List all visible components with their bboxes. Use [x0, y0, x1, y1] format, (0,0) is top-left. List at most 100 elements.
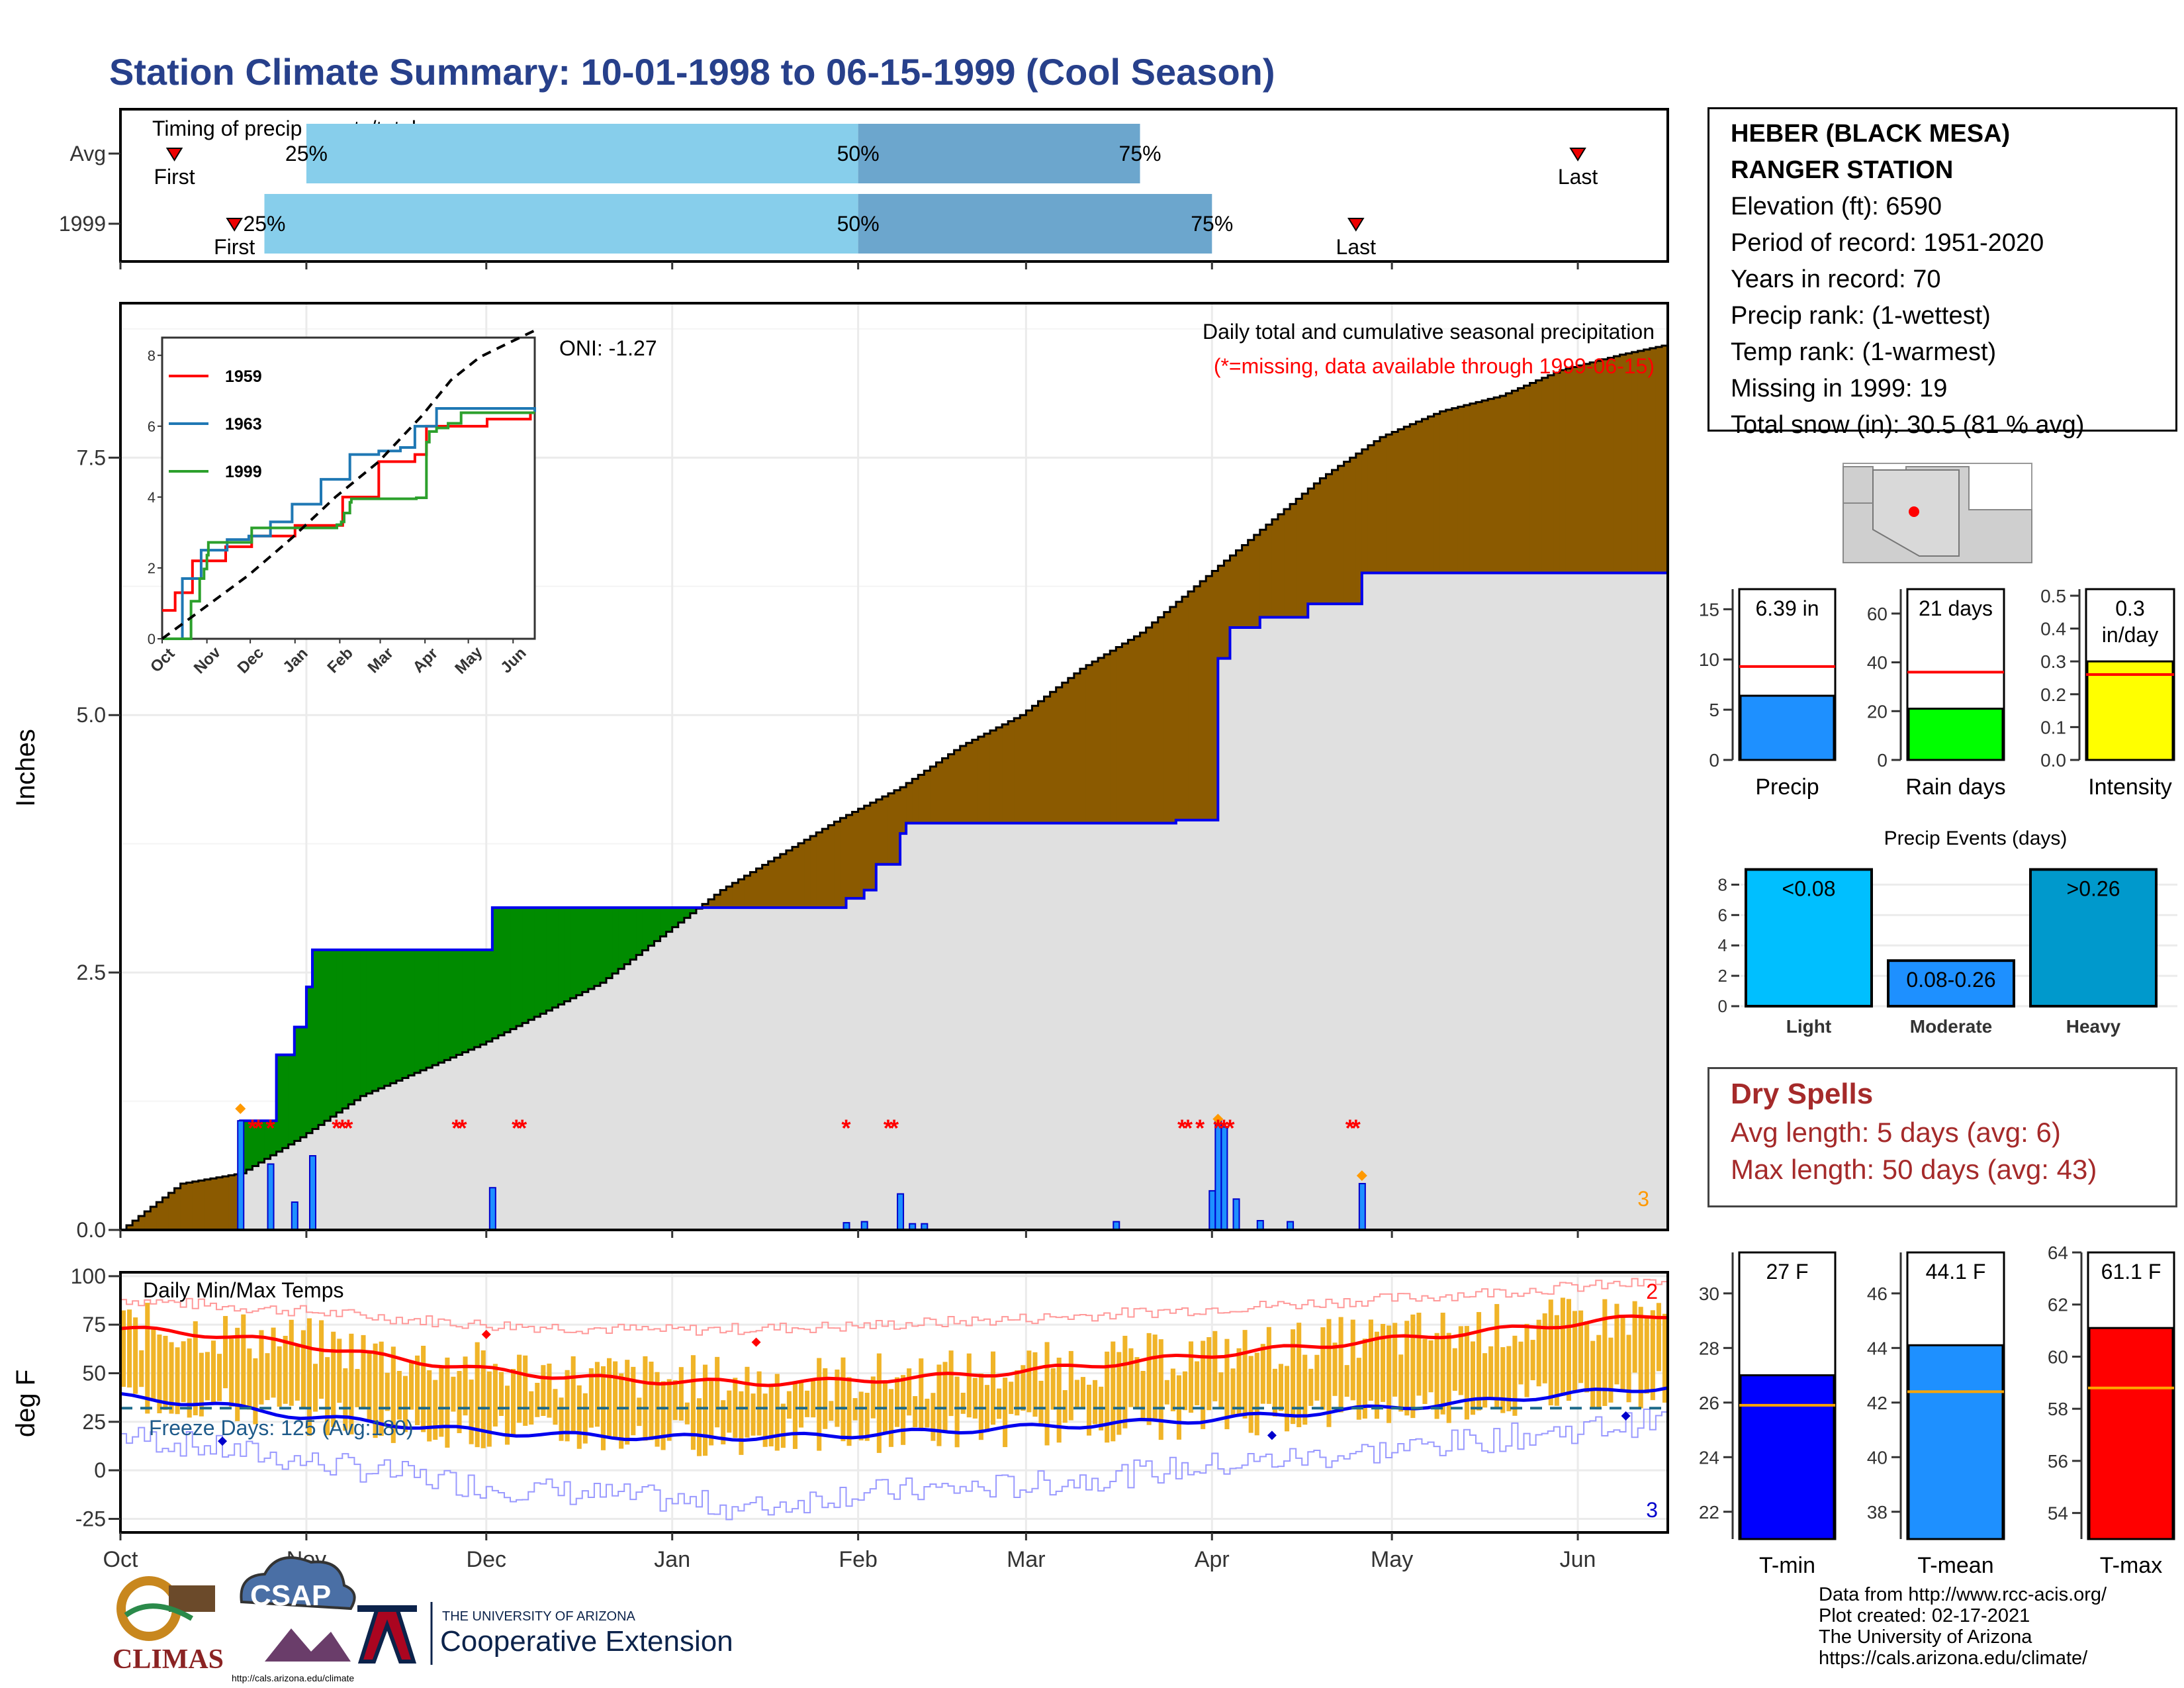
timing-p25-label: 25% [285, 142, 328, 165]
temp-title: Daily Min/Max Temps [143, 1278, 343, 1302]
precip-deficit-fill [1524, 385, 1531, 573]
precip-deficit-fill [996, 727, 1003, 823]
precip-y-tick-label: 2.5 [77, 961, 106, 984]
precip-deficit-fill [1212, 571, 1218, 820]
daily-temp-bar [792, 1382, 798, 1449]
daily-temp-bar [259, 1330, 264, 1405]
stat-bar [1907, 708, 2004, 761]
precip-deficit-fill [1050, 692, 1057, 823]
precip-deficit-fill [960, 745, 967, 823]
daily-temp-bar [139, 1350, 144, 1387]
precip-surplus-fill [540, 908, 547, 1014]
precip-deficit-fill [1032, 706, 1039, 823]
daily-temp-bar [396, 1371, 402, 1420]
precip-deficit-fill [732, 882, 739, 908]
precip-deficit-fill [1073, 673, 1081, 823]
daily-temp-bar [1224, 1338, 1230, 1430]
stat-y-tick-label: 0.4 [2040, 619, 2066, 639]
timing-bar-q2 [858, 194, 1212, 254]
precip-deficit-fill [948, 754, 955, 823]
precip-surplus-fill [336, 949, 343, 1113]
daily-temp-bar [841, 1357, 846, 1442]
precip-deficit-fill [756, 868, 763, 908]
precip-deficit-fill [1265, 524, 1273, 618]
precip-deficit-fill [1259, 530, 1267, 618]
precip-deficit-fill [1332, 470, 1339, 604]
precip-deficit-fill [1038, 701, 1045, 823]
daily-temp-bar [1452, 1348, 1457, 1391]
precip-surplus-fill [606, 908, 613, 978]
stat-bar [1739, 694, 1835, 761]
daily-temp-bar [1416, 1313, 1422, 1396]
daily-temp-bar [187, 1338, 192, 1418]
precip-deficit-fill [954, 750, 961, 823]
precip-deficit-fill [1284, 509, 1291, 618]
temp-avg-max-line [120, 1314, 1668, 1387]
daily-temp-bar [193, 1321, 198, 1416]
inset-y-tick-label: 6 [148, 418, 156, 435]
daily-temp-bar [1392, 1323, 1398, 1397]
daily-temp-bar [876, 1353, 882, 1453]
daily-temp-bar [271, 1327, 276, 1398]
precip-deficit-fill [1416, 421, 1423, 573]
precip-surplus-fill [522, 908, 529, 1023]
precip-deficit-fill [138, 1216, 145, 1230]
daily-temp-bar [888, 1389, 893, 1447]
precip-surplus-fill [582, 908, 589, 992]
daily-temp-bar [289, 1319, 294, 1406]
missing-day-star: * [1345, 1114, 1355, 1141]
precip-surplus-fill [612, 908, 619, 974]
precip-surplus-fill [444, 949, 451, 1060]
precip-panel: ** * *** ** ** * ** ** * *** **0.02.55.07.5InchesD… [11, 302, 1669, 1242]
precip-deficit-fill [774, 857, 781, 908]
inset-series-line [161, 329, 535, 640]
stat-y-tick-label: 40 [1867, 1447, 1888, 1468]
precip-deficit-fill [714, 894, 721, 908]
stat-y-tick-label: 46 [1867, 1284, 1888, 1304]
temp-y-axis-label: deg F [11, 1370, 40, 1437]
precip-surplus-fill [618, 908, 625, 969]
daily-temp-bar [517, 1354, 522, 1423]
precip-deficit-fill [1026, 710, 1033, 823]
precip-deficit-fill [1314, 483, 1321, 604]
daily-temp-bar [325, 1357, 330, 1436]
daily-temp-bar [1140, 1371, 1146, 1419]
stat-category-label: Precip [1755, 774, 1819, 800]
daily-temp-bar [1434, 1333, 1439, 1419]
precip-deficit-fill [1092, 661, 1099, 823]
daily-temp-bar [1285, 1366, 1290, 1432]
daily-precip-bar [237, 1120, 245, 1231]
precip-deficit-fill [978, 736, 985, 823]
daily-temp-bar [408, 1361, 414, 1410]
precip-deficit-fill [1008, 721, 1015, 823]
precip-deficit-fill [1500, 396, 1506, 573]
inset-legend-label: 1963 [225, 415, 262, 434]
precip-surplus-fill [456, 949, 463, 1055]
precip-deficit-fill [858, 808, 865, 899]
events-bar-label: 0.08-0.26 [1906, 968, 1995, 992]
precip-deficit-fill [840, 818, 847, 908]
daily-temp-bar [846, 1377, 852, 1446]
inset-legend-label: 1999 [225, 463, 262, 481]
dry-spells-avg: Avg length: 5 days (avg: 6) [1731, 1117, 2061, 1148]
daily-temp-bar [1362, 1338, 1367, 1419]
stat-y-tick-label: 28 [1699, 1338, 1719, 1358]
freeze-days-label: Freeze Days: 125 (Avg:180) [149, 1416, 414, 1440]
precip-surplus-fill [378, 949, 385, 1089]
station-missing: Missing in 1999: 19 [1731, 375, 1948, 402]
daily-temp-bar [331, 1331, 336, 1427]
precip-deficit-fill [1296, 498, 1302, 618]
stat-value-label: 6.39 in [1755, 596, 1819, 620]
daily-temp-bar [1152, 1335, 1158, 1419]
precip-deficit-fill [1158, 617, 1165, 823]
daily-temp-bar [1387, 1325, 1392, 1423]
precip-deficit-fill [1631, 352, 1639, 573]
daily-temp-bar [1428, 1340, 1433, 1393]
precip-surplus-fill [354, 949, 361, 1100]
precip-deficit-fill [1602, 359, 1608, 573]
daily-temp-bar [1446, 1333, 1451, 1423]
precip-deficit-fill [162, 1197, 169, 1230]
timing-bar-q2 [858, 124, 1140, 183]
temp-corner-top: 2 [1646, 1280, 1658, 1303]
